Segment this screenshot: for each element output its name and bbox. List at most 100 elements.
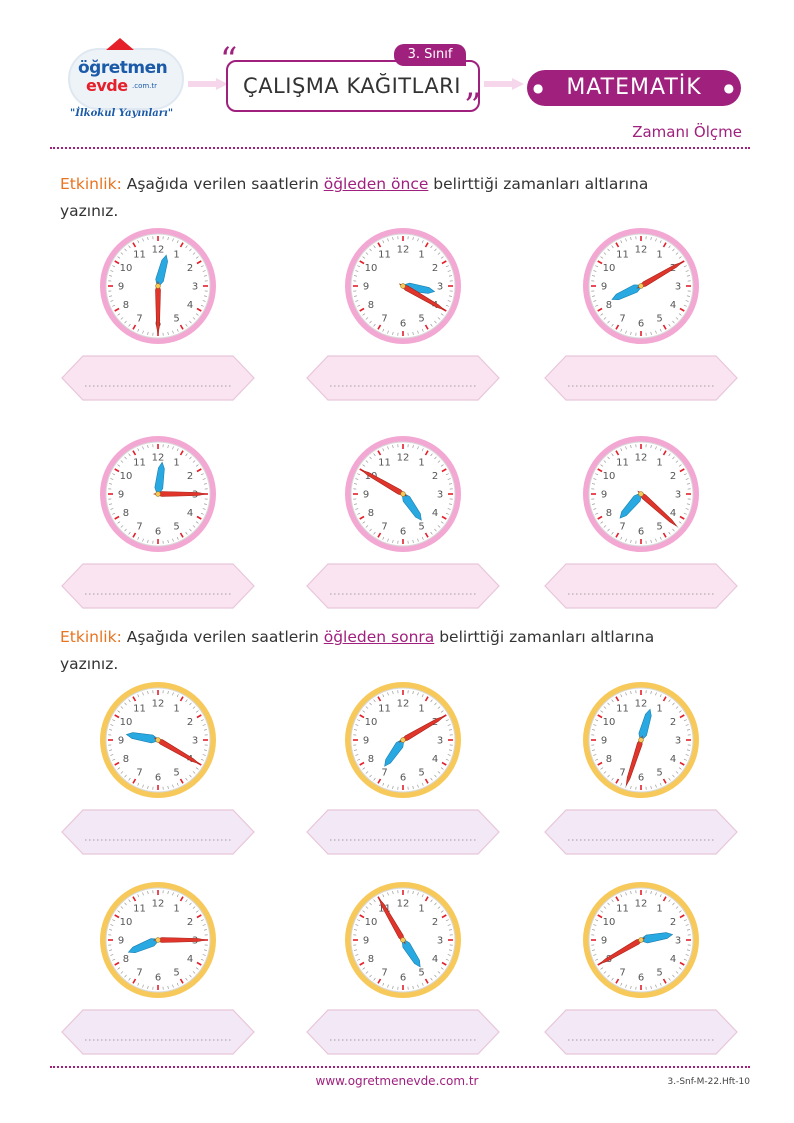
clock-tick — [630, 331, 632, 335]
answer-box[interactable] — [61, 563, 255, 609]
clock-tick — [362, 313, 366, 316]
clock-number: 1 — [418, 703, 424, 714]
clock-number: 6 — [638, 527, 644, 538]
clock-tick — [447, 954, 451, 956]
clock-tick — [603, 460, 607, 463]
clock-tick — [387, 538, 389, 542]
answer-box[interactable] — [61, 355, 255, 401]
clock-number: 5 — [418, 968, 424, 979]
clock-number: 1 — [173, 703, 179, 714]
clock-tick — [655, 538, 657, 542]
clock-number: 1 — [418, 457, 424, 468]
instruction-1: Etkinlik: Aşağıda verilen saatlerin öğle… — [60, 171, 700, 225]
clock-tick — [147, 539, 149, 543]
clock-tick — [377, 450, 382, 456]
clock-tick — [417, 238, 419, 242]
clock-tick — [686, 749, 690, 751]
clock-tick — [603, 252, 607, 255]
clock-tick — [137, 536, 140, 540]
clock-pivot — [400, 737, 406, 743]
clock-tick — [445, 265, 449, 268]
clock-tick — [611, 899, 614, 903]
clock-number: 4 — [432, 508, 438, 519]
clock-tick — [117, 256, 121, 259]
clock-tick — [132, 978, 137, 984]
clock-tick — [355, 954, 359, 956]
clock-tick — [357, 958, 361, 961]
clock-tick — [202, 954, 206, 956]
clock-tick — [424, 450, 429, 456]
clock-tick — [196, 468, 202, 473]
clock-tick — [615, 242, 620, 248]
clock-number: 5 — [418, 314, 424, 325]
clock-number: 7 — [381, 314, 387, 325]
subject-badge: ● MATEMATİK ● — [527, 70, 741, 106]
clock-tick — [172, 984, 174, 988]
clock-number: 5 — [656, 314, 662, 325]
worksheet-title: ÇALIŞMA KAĞITLARI — [243, 74, 461, 98]
clock-tick — [195, 313, 199, 316]
clock-number: 11 — [378, 703, 391, 714]
clock-number: 5 — [173, 314, 179, 325]
clock-tick — [137, 782, 140, 786]
clock-tick — [668, 453, 671, 457]
clock-tick — [387, 330, 389, 334]
logo-domain: .com.tr — [132, 82, 158, 90]
answer-box[interactable] — [544, 563, 738, 609]
instruction-highlight: öğleden önce — [323, 175, 429, 193]
clock-tick — [392, 891, 394, 895]
clock-tick — [630, 691, 632, 695]
clock-tick — [128, 699, 131, 703]
clock-tick — [354, 729, 358, 731]
clock-tick — [110, 478, 114, 480]
answer-box[interactable] — [306, 809, 500, 855]
clock-number: 5 — [656, 968, 662, 979]
clock-tick — [672, 774, 675, 778]
clock-number: 1 — [418, 903, 424, 914]
clock-tick — [355, 724, 359, 726]
clock-tick — [424, 896, 429, 902]
clock-tick — [675, 971, 679, 974]
close-quote-icon: ” — [464, 86, 482, 126]
answer-box[interactable] — [306, 563, 500, 609]
clock-tick — [355, 300, 359, 302]
clock-number: 4 — [670, 508, 676, 519]
clock-tick — [441, 914, 447, 919]
answer-box[interactable] — [544, 355, 738, 401]
clock-tick — [430, 899, 433, 903]
clock-tick — [630, 785, 632, 789]
footer-url[interactable]: www.ogretmenevde.com.tr — [315, 1074, 479, 1088]
clock-tick — [354, 929, 358, 931]
clock-tick — [382, 982, 385, 986]
clock-tick — [668, 699, 671, 703]
answer-box[interactable] — [61, 1009, 255, 1055]
clock-tick — [373, 245, 376, 249]
answer-box[interactable] — [544, 1009, 738, 1055]
clock-number: 9 — [118, 736, 124, 747]
clock-tick — [167, 691, 169, 695]
answer-box[interactable] — [544, 809, 738, 855]
clock-tick — [142, 446, 144, 450]
clock-minute-hand — [152, 937, 207, 943]
clock-tick — [112, 512, 116, 515]
clock-tick — [179, 324, 184, 330]
answer-box[interactable] — [306, 1009, 500, 1055]
answer-box[interactable] — [61, 809, 255, 855]
clock-tick — [200, 304, 204, 307]
clock-tick — [447, 724, 451, 726]
clock-tick — [124, 248, 127, 252]
clock-tick — [114, 761, 120, 766]
clock-minute-hand — [625, 735, 643, 786]
clock-tick — [369, 902, 372, 906]
answer-box[interactable] — [306, 355, 500, 401]
clock-tick — [176, 240, 179, 244]
clock-minute-hand — [398, 715, 445, 743]
clock-tick — [128, 777, 131, 781]
clock-tick — [192, 460, 196, 463]
clock-tick — [440, 256, 444, 259]
clock-tick — [625, 446, 627, 450]
clock-tick — [373, 699, 376, 703]
arrow-right-icon — [188, 78, 228, 90]
clock-number: 2 — [187, 717, 193, 728]
topic-label: Zamanı Ölçme — [632, 123, 742, 141]
